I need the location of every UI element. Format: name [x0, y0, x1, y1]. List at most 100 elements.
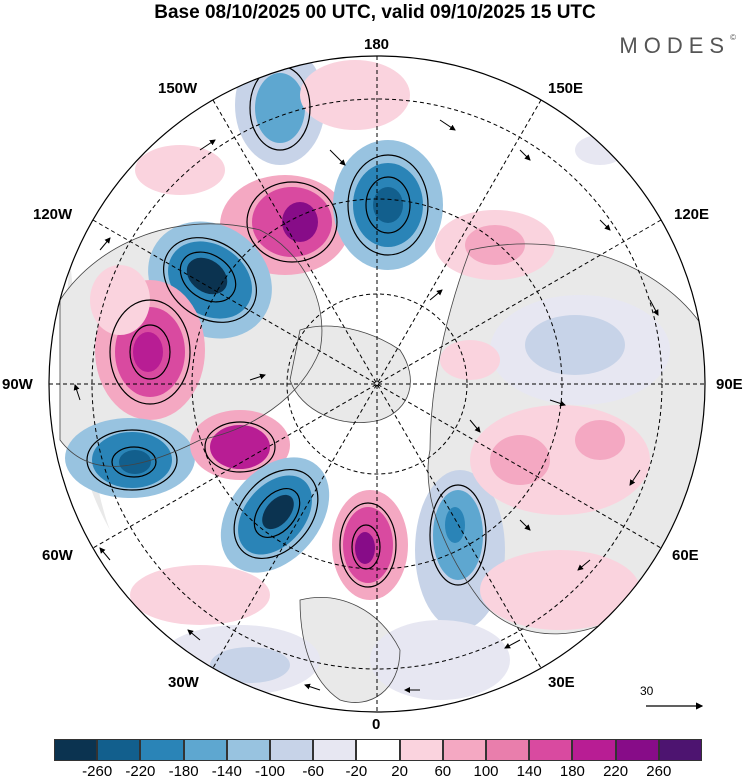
contour-line [86, 429, 178, 491]
lon-label-120w: 120W [33, 206, 73, 223]
contour-line [253, 488, 301, 538]
contour-line [179, 251, 237, 303]
wind-vector [504, 639, 521, 649]
anomaly-negative-core [373, 187, 403, 223]
anomaly-negative-core [186, 257, 228, 295]
lon-label-90e: 90E [716, 376, 743, 393]
wind-vector [549, 399, 566, 407]
wind-vector [99, 237, 111, 251]
meridian-120w-60e [92, 219, 662, 549]
wind-vector [329, 149, 346, 166]
anomaly-negative-core [262, 494, 294, 530]
colorbar-tick-label: 20 [391, 763, 408, 780]
map-boundary [48, 55, 706, 713]
anomaly-negative [210, 647, 290, 683]
modes-logo: MODES© [619, 33, 736, 59]
colorbar-ticks: -260 -220 -180 -140 -100 -60 -20 20 60 100 140 180 2… [54, 763, 702, 783]
colorbar-tick-label: -20 [345, 763, 368, 780]
colorbar-tick-label: -260 [82, 763, 113, 780]
colorbar [54, 739, 703, 761]
wind-vector [199, 139, 216, 151]
contour-line [111, 446, 157, 478]
lon-label-120e: 120E [674, 206, 710, 223]
colorbar-tick-label: 220 [603, 763, 629, 780]
colorbar-tick-label: 260 [646, 763, 672, 780]
map-title: Base 08/10/2025 00 UTC, valid 09/10/2025… [154, 2, 596, 23]
contour-line [429, 484, 487, 586]
contours [86, 65, 487, 588]
wind-vectors [73, 119, 659, 693]
meridian-120e-60w [92, 219, 662, 549]
colorbar-tick-label: -180 [168, 763, 199, 780]
latitude-circle [91, 98, 663, 670]
wind-vector [99, 547, 111, 561]
colorbar-tick-label: 180 [559, 763, 585, 780]
wind-vector [629, 469, 641, 486]
colorbar-tick-label: -220 [125, 763, 156, 780]
anomaly-positive [130, 565, 270, 625]
wind-vector [519, 519, 531, 531]
colorbar-cell [572, 739, 616, 761]
anomaly-positive-core [133, 332, 163, 372]
logo-mark: © [730, 33, 736, 42]
contour-line [204, 421, 276, 473]
colorbar-cell [313, 739, 357, 761]
lon-label-180: 180 [364, 36, 390, 53]
coastline [299, 597, 401, 703]
land-europe-west [300, 597, 400, 703]
colorbar-cell [97, 739, 141, 761]
wind-vector [187, 629, 201, 641]
colorbar-cell [529, 739, 573, 761]
colorbar-tick-label: -60 [302, 763, 325, 780]
contour-line [347, 154, 429, 256]
anomaly-negative-core [255, 73, 305, 143]
wind-vector [439, 119, 456, 131]
wind-vector [429, 289, 443, 301]
colorbar-tick-label: -100 [254, 763, 286, 780]
lon-label-0: 0 [372, 716, 381, 733]
colorbar-tick-label: -140 [211, 763, 242, 780]
wind-vector [304, 683, 321, 691]
logo-text: MODES [619, 33, 731, 58]
reference-vector-label: 30 [640, 684, 654, 698]
colorbar-cell [615, 739, 659, 761]
lon-label-150w: 150W [158, 80, 198, 97]
lon-label-150e: 150E [548, 80, 584, 97]
contour-line [365, 176, 411, 234]
colorbar-cell [356, 739, 400, 761]
colorbar-cell [140, 739, 184, 761]
wind-vector [469, 419, 481, 433]
anomaly-positive [465, 225, 525, 265]
anomaly-positive-core [210, 425, 270, 469]
contour-line [233, 468, 319, 560]
wind-vector [249, 373, 266, 381]
lon-label-60w: 60W [42, 547, 73, 564]
anomaly-positive [90, 265, 150, 335]
anomaly-field [65, 56, 670, 700]
anomaly-negative-core [445, 507, 465, 543]
anomaly-negative [370, 620, 510, 700]
anomaly-positive [575, 420, 625, 460]
colorbar-cell [226, 739, 271, 761]
colorbar-tick-label: 100 [473, 763, 499, 780]
wind-vector [577, 559, 591, 571]
meridian-150e-30w [212, 99, 542, 669]
contour-line [163, 237, 257, 323]
wind-vector [73, 384, 81, 401]
lon-label-60e: 60E [672, 547, 699, 564]
coastline [59, 223, 323, 467]
colorbar-cell [399, 739, 443, 761]
meridian-150w-30e [212, 99, 542, 669]
colorbar-cell [658, 739, 703, 761]
colorbar-cell [486, 739, 530, 761]
anomaly-positive [440, 340, 500, 380]
colorbar-cell [183, 739, 227, 761]
anomaly-positive [490, 435, 550, 485]
anomaly-positive-core [355, 532, 375, 564]
colorbar-tick-label: 140 [516, 763, 542, 780]
wind-vector [649, 299, 659, 316]
colorbar-cell [54, 739, 98, 761]
anomaly-negative-core [119, 450, 151, 474]
contour-line [129, 324, 171, 380]
